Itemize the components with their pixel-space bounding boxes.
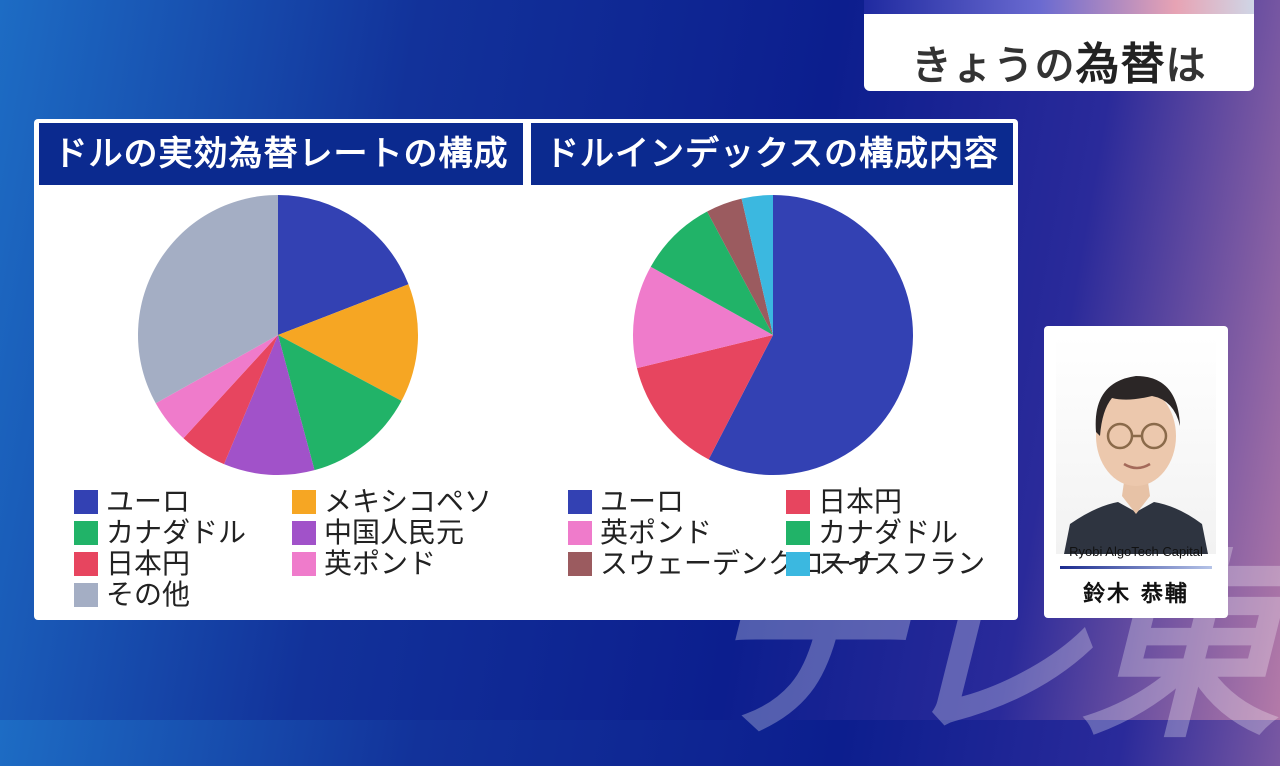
legend-effective-rate: ユーロ メキシコペソカナダドル 中国人民元日本円 英ポンドその他: [74, 486, 514, 612]
segment-title-box: きょうの為替は: [864, 0, 1254, 91]
pie-slice: [183, 335, 278, 465]
legend-label: 中国人民元: [324, 516, 465, 549]
legend-label: メキシコペソ: [324, 485, 493, 518]
legend-swatch: [786, 552, 810, 576]
commentator-card: Ryobi AlgoTech Capital 鈴木 恭輔: [1044, 326, 1228, 618]
charts-panel: ドルの実効為替レートの構成内容 ドルインデックスの構成内容 ユーロ メキシコペソカ…: [34, 119, 1018, 620]
legend-label: 日本円: [818, 485, 903, 518]
pie-slice: [278, 195, 409, 335]
legend-swatch: [786, 521, 810, 545]
legend-swatch: [568, 490, 592, 514]
pie-slice: [741, 195, 773, 335]
segment-title-post: は: [1165, 43, 1207, 89]
pie-slice: [224, 335, 315, 475]
pie-slice: [650, 211, 773, 335]
pie-slice: [138, 195, 278, 404]
legend-label: 日本円: [106, 547, 191, 580]
legend-swatch: [74, 583, 98, 607]
commentator-name: 鈴木 恭輔: [1083, 582, 1189, 607]
pie-slice: [633, 266, 773, 369]
legend-swatch: [568, 521, 592, 545]
pie-slice: [278, 284, 419, 401]
legend-swatch: [292, 490, 316, 514]
legend-label: スウェーデンクローナ: [600, 547, 881, 580]
pie-slice: [707, 198, 773, 335]
legend-label: 英ポンド: [600, 516, 713, 549]
legend-label: その他: [106, 578, 191, 611]
segment-title-big: 為替: [1075, 39, 1166, 90]
legend-swatch: [786, 490, 810, 514]
segment-title-pre: きょうの: [911, 43, 1076, 89]
legend-dollar-index: ユーロ 日本円英ポンド カナダドル スウェーデンクローナ スイスフラン: [568, 486, 1008, 612]
title-accent-bar: [864, 0, 1254, 14]
segment-title: きょうの為替は: [864, 28, 1254, 92]
legend-label: カナダドル: [106, 516, 247, 549]
legend-swatch: [74, 552, 98, 576]
legend-swatch: [74, 521, 98, 545]
legend-label: スイスフラン: [818, 547, 986, 580]
commentator-photo: [1056, 336, 1216, 554]
legend-swatch: [74, 490, 98, 514]
legend-label: カナダドル: [818, 516, 959, 549]
legend-swatch: [292, 552, 316, 576]
pie-slice: [636, 335, 773, 460]
commentator-company: Ryobi AlgoTech Capital: [1069, 544, 1203, 559]
company-divider: [1060, 566, 1212, 569]
legend-label: ユーロ: [600, 485, 685, 518]
pie-slice: [155, 335, 278, 439]
chart-title-left: ドルの実効為替レートの構成内容: [39, 123, 523, 236]
legend-swatch: [568, 552, 592, 576]
pie-chart-dollar-index: [633, 195, 913, 475]
legend-swatch: [292, 521, 316, 545]
legend-label: ユーロ: [106, 485, 191, 518]
legend-label: 英ポンド: [324, 547, 437, 580]
chart-title-right: ドルインデックスの構成内容: [531, 123, 1013, 185]
pie-chart-effective-rate: [138, 195, 419, 475]
pie-slice: [278, 335, 402, 471]
pie-slice: [708, 195, 913, 475]
